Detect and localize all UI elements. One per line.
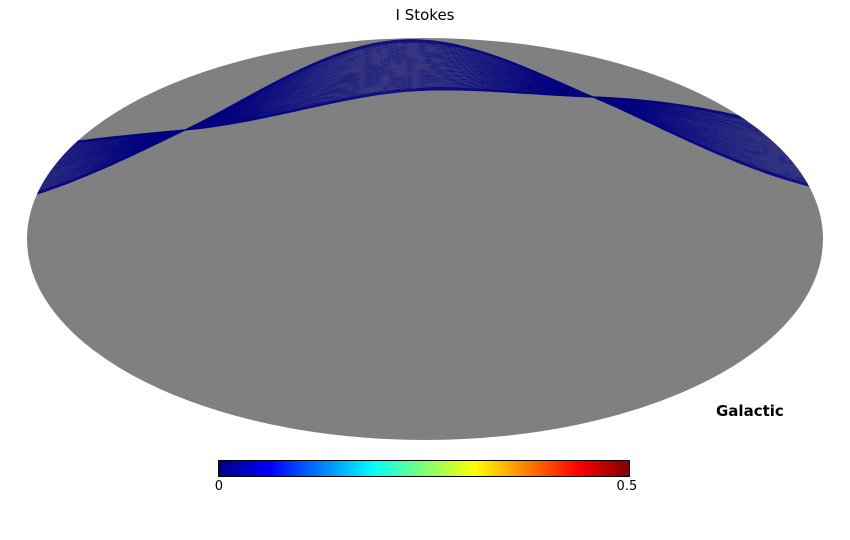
- colorbar-tick-max: 0.5: [616, 479, 638, 494]
- colorbar-ticks: 0 0.5: [214, 479, 638, 497]
- scan-arc: [27, 89, 823, 150]
- mollweide-map: [27, 38, 823, 440]
- plot-title: I Stokes: [395, 6, 455, 24]
- sky-ellipse: [27, 38, 823, 440]
- colorbar-tick-min: 0: [214, 479, 223, 494]
- colorbar-gradient: [218, 460, 630, 477]
- scan-pattern: [27, 39, 823, 200]
- colorbar: 0 0.5: [214, 460, 638, 497]
- coordinate-system-label: Galactic: [716, 402, 784, 420]
